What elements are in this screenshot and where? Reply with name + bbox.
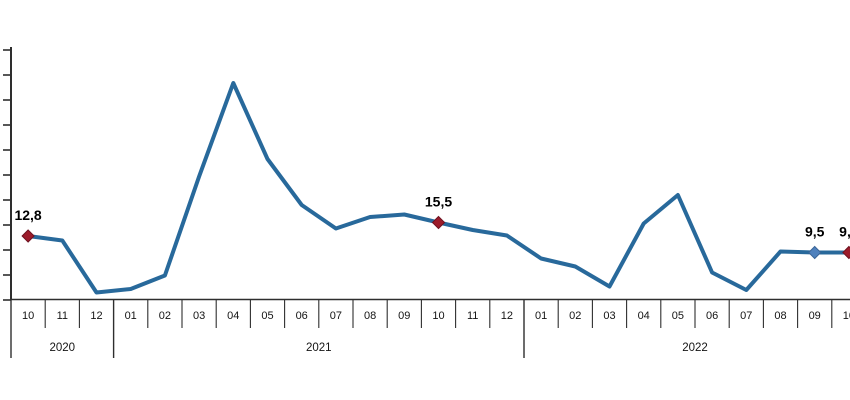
x-axis-month-label: 07: [330, 310, 342, 322]
x-axis-month-label: 03: [603, 310, 615, 322]
data-point-marker: [842, 245, 850, 260]
x-axis-month-label: 08: [774, 310, 786, 322]
data-point-label: 12,8: [14, 207, 41, 223]
x-axis-month-label: 12: [90, 310, 102, 322]
x-axis-month-label: 04: [638, 310, 650, 322]
x-axis-month-label: 02: [569, 310, 581, 322]
x-axis-month-label: 05: [261, 310, 273, 322]
x-axis-year-label: 2020: [50, 342, 76, 354]
x-axis-month-label: 10: [432, 310, 444, 322]
x-axis-month-label: 11: [57, 310, 68, 322]
x-axis-month-label: 04: [227, 310, 239, 322]
data-point-marker: [807, 245, 822, 260]
x-axis-year-label: 2021: [306, 342, 332, 354]
x-axis-month-label: 06: [296, 310, 308, 322]
data-point-marker: [21, 229, 35, 243]
x-axis-month-label: 09: [398, 310, 410, 322]
data-point-label: 9,5: [805, 224, 825, 240]
series-line: [26, 81, 850, 295]
x-axis-month-label: 10: [22, 310, 34, 322]
x-axis-month-label: 08: [364, 310, 376, 322]
data-point-marker: [431, 215, 446, 230]
x-axis-month-label: 01: [535, 310, 547, 322]
data-point-label: 15,5: [425, 194, 452, 210]
x-axis-month-label: 09: [809, 310, 821, 322]
x-axis-month-label: 01: [125, 310, 137, 322]
x-axis-month-label: 02: [159, 310, 171, 322]
x-axis-month-label: 12: [501, 310, 513, 322]
data-point-label: 9,5: [839, 224, 850, 240]
x-axis-month-label: 07: [740, 310, 752, 322]
x-axis-month-label: 03: [193, 310, 205, 322]
x-axis-month-label: 06: [706, 310, 718, 322]
x-axis-month-label: 05: [672, 310, 684, 322]
x-axis-month-label: 10: [843, 310, 850, 322]
x-axis-month-label: 11: [467, 310, 478, 322]
x-axis-year-label: 2022: [682, 342, 708, 354]
